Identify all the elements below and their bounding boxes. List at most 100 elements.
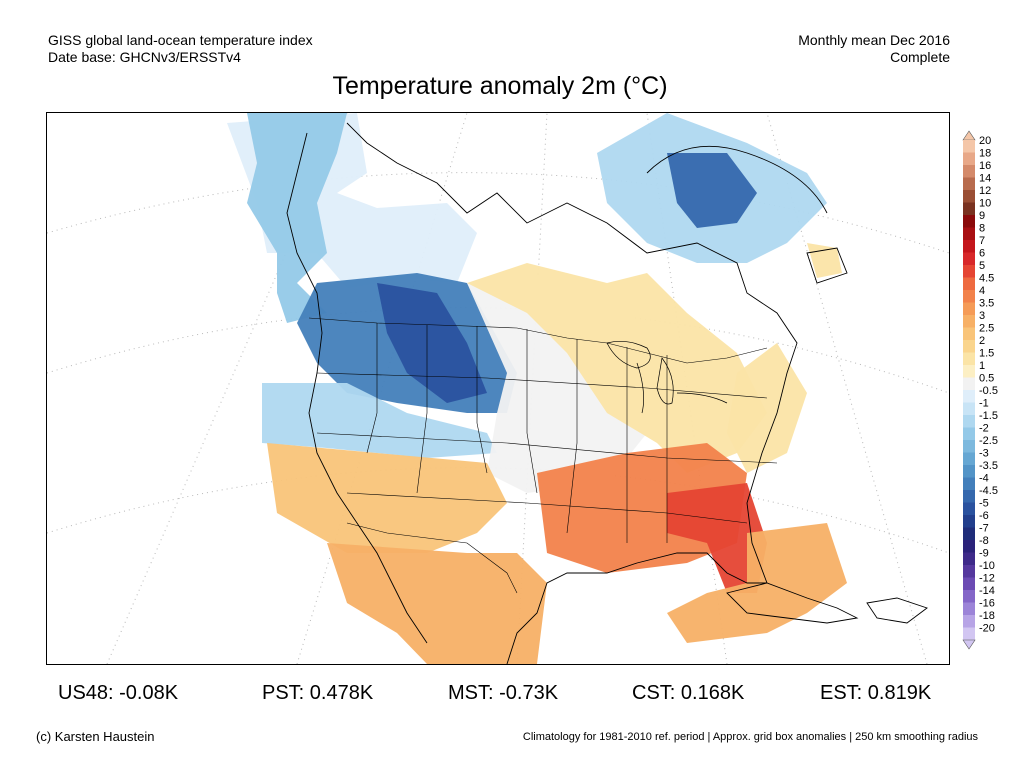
colorbar-label: 9 [979, 210, 985, 222]
colorbar-swatch [963, 615, 975, 628]
colorbar-label: 3 [979, 310, 985, 322]
colorbar-min-arrow [962, 639, 976, 650]
header-index-name: GISS global land-ocean temperature index [48, 32, 313, 48]
colorbar-label: -3 [979, 448, 989, 460]
stat-mst: MST: -0.73K [448, 682, 559, 704]
colorbar-label: -16 [979, 598, 995, 610]
colorbar-swatch [963, 577, 975, 591]
coastlines [286, 122, 928, 664]
colorbar-swatch [963, 390, 975, 403]
colorbar-label: -18 [979, 610, 995, 622]
colorbar-swatch [963, 140, 975, 153]
colorbar-label: 18 [979, 148, 991, 160]
colorbar-label: 2 [979, 335, 985, 347]
colorbar-label: -7 [979, 523, 989, 535]
header-status: Complete [890, 49, 950, 65]
colorbar-max-arrow [962, 130, 976, 141]
header-data-base: Date base: GHCNv3/ERSSTv4 [48, 49, 241, 65]
colorbar-swatch [963, 590, 975, 603]
colorbar-swatch [963, 315, 975, 328]
colorbar-swatch [963, 477, 975, 491]
colorbar-swatch [963, 515, 975, 528]
colorbar-swatch [963, 565, 975, 578]
colorbar-swatch [963, 465, 975, 478]
colorbar-swatches [962, 130, 976, 650]
colorbar-label: -2 [979, 423, 989, 435]
colorbar-label: -5 [979, 498, 989, 510]
colorbar-label: 4 [979, 285, 985, 297]
colorbar-label: 20 [979, 135, 991, 147]
map-title: Temperature anomaly 2m (°C) [332, 72, 668, 100]
colorbar-swatch [963, 377, 975, 391]
colorbar-label: 0.5 [979, 373, 994, 385]
colorbar-swatch [963, 602, 975, 616]
colorbar-swatch [963, 402, 975, 416]
great-lakes-outline [606, 341, 728, 414]
colorbar-swatch [963, 265, 975, 278]
colorbar-swatch [963, 415, 975, 428]
colorbar-label: 5 [979, 260, 985, 272]
colorbar-swatch [963, 152, 975, 166]
map-frame [46, 112, 950, 665]
region-southwest-us [267, 443, 507, 553]
footer-credit: (c) Karsten Haustein [36, 729, 155, 744]
region-mexico [327, 543, 547, 664]
colorbar-swatch [963, 277, 975, 291]
region-southeast-us [537, 443, 747, 573]
footer-notes: Climatology for 1981-2010 ref. period | … [522, 731, 978, 743]
header-right: Monthly mean Dec 2016 Complete [798, 32, 950, 66]
colorbar-swatch [963, 627, 975, 641]
colorbar-label: 1 [979, 360, 985, 372]
colorbar-swatch [963, 227, 975, 241]
colorbar-label: 2.5 [979, 323, 994, 335]
colorbar-label: -0.5 [979, 385, 998, 397]
colorbar-label: 12 [979, 185, 991, 197]
colorbar-label: -4.5 [979, 485, 998, 497]
colorbar-swatch [963, 502, 975, 516]
colorbar-label: 6 [979, 248, 985, 260]
header-period: Monthly mean Dec 2016 [798, 32, 950, 48]
colorbar-label: -8 [979, 535, 989, 547]
stat-est: EST: 0.819K [820, 682, 932, 704]
colorbar-label: 16 [979, 160, 991, 172]
region-quebec-labrador [667, 153, 757, 228]
stat-us48: US48: -0.08K [58, 682, 179, 704]
header-left: GISS global land-ocean temperature index… [48, 32, 313, 66]
colorbar-label: -6 [979, 510, 989, 522]
region-atlantic-coast [727, 343, 807, 473]
colorbar-swatch [963, 490, 975, 503]
regional-stats: US48: -0.08K PST: 0.478K MST: -0.73K CST… [0, 682, 1024, 706]
colorbar-swatch [963, 527, 975, 541]
colorbar-label: 3.5 [979, 298, 994, 310]
political-borders [308, 317, 778, 594]
colorbar-swatch [963, 215, 975, 228]
colorbar-label: -3.5 [979, 460, 998, 472]
colorbar-swatch [963, 165, 975, 178]
colorbar-label: -10 [979, 560, 995, 572]
colorbar-swatch [963, 177, 975, 191]
colorbar-label: -4 [979, 473, 989, 485]
colorbar-swatch [963, 552, 975, 566]
colorbar-label: -1 [979, 398, 989, 410]
colorbar-label: -12 [979, 573, 995, 585]
colorbar-swatch [963, 352, 975, 366]
colorbar-label: 4.5 [979, 273, 994, 285]
colorbar-swatch [963, 427, 975, 441]
colorbar-label: 14 [979, 173, 991, 185]
anomaly-patches [227, 113, 847, 664]
colorbar-label: 10 [979, 198, 991, 210]
region-west-coast-canada [247, 113, 347, 323]
colorbar-label: 8 [979, 223, 985, 235]
colorbar-swatch [963, 327, 975, 341]
colorbar-swatch [963, 302, 975, 316]
colorbar-swatch [963, 202, 975, 216]
region-great-lakes [467, 263, 767, 473]
anomaly-map [47, 113, 949, 664]
colorbar-label: -2.5 [979, 435, 998, 447]
colorbar-swatch [963, 340, 975, 353]
colorbar-swatch [963, 365, 975, 378]
colorbar-label: -9 [979, 548, 989, 560]
colorbar-swatch [963, 290, 975, 303]
colorbar-label: -20 [979, 623, 995, 635]
colorbar-labels: 201816141210987654.543.532.521.510.5-0.5… [979, 135, 998, 635]
